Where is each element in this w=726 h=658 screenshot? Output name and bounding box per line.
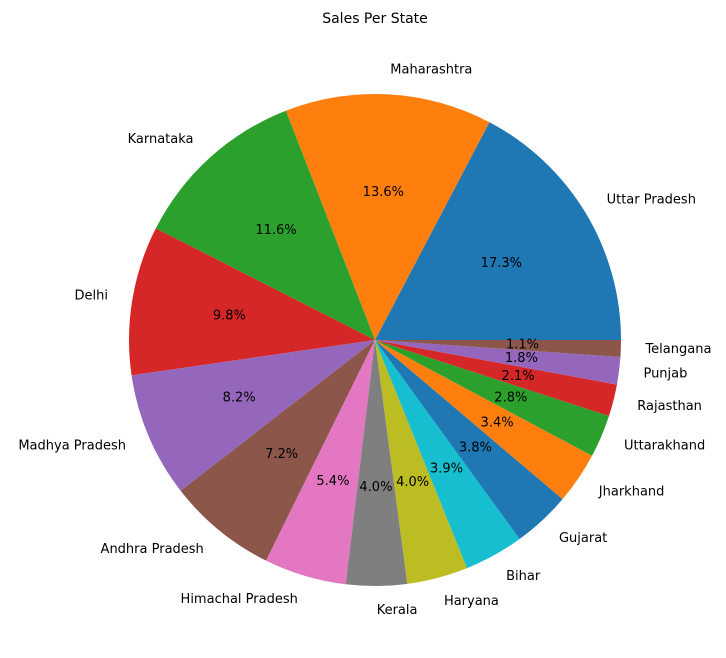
pie-slice-maharashtra (285, 93, 490, 340)
slice-percent-telangana: 1.1% (506, 338, 539, 353)
slice-label-karnataka: Karnataka (128, 132, 194, 147)
pie-slice-uttar-pradesh (375, 122, 621, 341)
slice-label-maharashtra: Maharashtra (390, 62, 472, 77)
pie-slice-uttarakhand (375, 340, 609, 456)
slice-label-jharkhand: Jharkhand (598, 485, 665, 500)
chart-title: Sales Per State (322, 11, 428, 27)
slice-percent-kerala: 4.0% (359, 480, 392, 495)
pie-slice-madhya-pradesh (131, 340, 375, 491)
pie-slice-haryana (375, 340, 467, 584)
pie-slice-gujarat (375, 340, 563, 540)
pie-slice-andhra-pradesh (180, 340, 375, 561)
pie-slice-bihar (375, 340, 520, 569)
pie-labels: Uttar Pradesh Maharashtra Karnataka Delhi Ma… (18, 62, 711, 618)
slice-percent-uttar-pradesh: 17.3% (481, 256, 522, 271)
slice-percent-karnataka: 11.6% (255, 223, 296, 238)
pie-percentages: 17.3%13.6%11.6%9.8%8.2%7.2%5.4% 4.0% 4.0%3… (213, 185, 539, 495)
slice-percent-delhi: 9.8% (213, 308, 246, 323)
slice-label-madhya-pradesh: Madhya Pradesh (18, 438, 126, 453)
pie-slices (128, 93, 621, 586)
slice-percent-himachal-pradesh: 5.4% (316, 474, 349, 489)
slice-percent-bihar: 3.9% (430, 462, 463, 477)
slice-percent-gujarat: 3.8% (459, 441, 492, 456)
pie-slice-rajasthan (375, 340, 617, 417)
slice-label-gujarat: Gujarat (559, 531, 607, 546)
slice-label-haryana: Haryana (444, 594, 499, 609)
slice-label-andhra-pradesh: Andhra Pradesh (101, 542, 204, 557)
pie-slice-jharkhand (375, 340, 593, 500)
slice-label-kerala: Kerala (377, 603, 418, 618)
pie-slice-delhi (128, 228, 375, 376)
slice-percent-andhra-pradesh: 7.2% (265, 447, 298, 462)
slice-percent-jharkhand: 3.4% (481, 415, 514, 430)
slice-percent-rajasthan: 2.1% (502, 369, 535, 384)
slice-label-uttar-pradesh: Uttar Pradesh (607, 193, 696, 208)
pie-slice-punjab (375, 340, 621, 385)
pie-slice-himachal-pradesh (266, 340, 375, 585)
slice-label-himachal-pradesh: Himachal Pradesh (181, 592, 298, 607)
slice-label-bihar: Bihar (506, 569, 541, 584)
slice-percent-madhya-pradesh: 8.2% (223, 390, 256, 405)
slice-label-telangana: Telangana (644, 342, 711, 357)
slice-label-uttarakhand: Uttarakhand (624, 438, 705, 453)
slice-percent-haryana: 4.0% (396, 475, 429, 490)
pie-slice-telangana (375, 340, 621, 357)
slice-label-punjab: Punjab (643, 366, 687, 381)
pie-slice-kerala (345, 340, 408, 586)
pie-slice-karnataka (155, 110, 375, 340)
slice-percent-uttarakhand: 2.8% (494, 390, 527, 405)
slice-percent-punjab: 1.8% (505, 351, 538, 366)
slice-label-delhi: Delhi (75, 288, 108, 303)
slice-label-rajasthan: Rajasthan (637, 399, 702, 414)
slice-percent-maharashtra: 13.6% (363, 185, 404, 200)
